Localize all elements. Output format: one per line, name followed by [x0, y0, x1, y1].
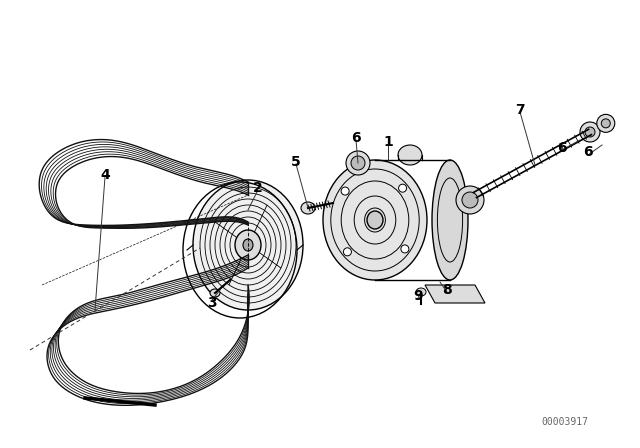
Ellipse shape — [401, 245, 409, 253]
Ellipse shape — [367, 211, 383, 229]
Text: 5: 5 — [291, 155, 301, 169]
Text: 00003917: 00003917 — [541, 417, 589, 427]
Text: 6: 6 — [557, 141, 567, 155]
Ellipse shape — [344, 248, 351, 256]
Polygon shape — [425, 285, 485, 303]
Ellipse shape — [462, 192, 478, 208]
Ellipse shape — [416, 288, 426, 296]
Ellipse shape — [243, 239, 253, 251]
Ellipse shape — [580, 122, 600, 142]
Text: 8: 8 — [442, 283, 452, 297]
Text: 1: 1 — [383, 135, 393, 149]
Ellipse shape — [193, 180, 303, 310]
Ellipse shape — [399, 184, 406, 192]
Ellipse shape — [351, 156, 365, 170]
Ellipse shape — [432, 160, 468, 280]
Ellipse shape — [346, 151, 370, 175]
Text: 6: 6 — [583, 145, 593, 159]
Text: 9: 9 — [413, 289, 423, 303]
Ellipse shape — [585, 127, 595, 137]
Text: 6: 6 — [351, 131, 361, 145]
Ellipse shape — [210, 289, 220, 297]
Ellipse shape — [596, 114, 615, 132]
Ellipse shape — [456, 186, 484, 214]
Text: 2: 2 — [253, 181, 263, 195]
Text: 3: 3 — [207, 296, 217, 310]
Ellipse shape — [323, 160, 427, 280]
Ellipse shape — [301, 202, 315, 214]
Ellipse shape — [398, 145, 422, 165]
Ellipse shape — [235, 230, 261, 260]
Text: 7: 7 — [515, 103, 525, 117]
Ellipse shape — [341, 187, 349, 195]
Text: 4: 4 — [100, 168, 110, 182]
Ellipse shape — [602, 119, 611, 128]
